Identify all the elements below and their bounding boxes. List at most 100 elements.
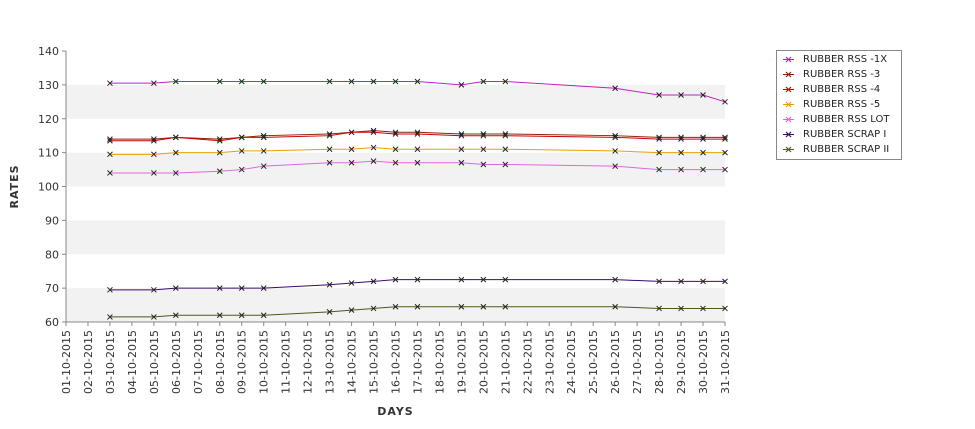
data-point	[348, 159, 355, 166]
y-tick-label: 130	[38, 79, 59, 92]
data-point	[458, 132, 465, 139]
y-tick-label: 90	[45, 214, 59, 227]
data-point	[348, 146, 355, 153]
x-tick-label: 17-10-2015	[411, 330, 424, 394]
data-point	[370, 305, 377, 312]
data-point	[480, 161, 487, 168]
data-point	[260, 163, 267, 170]
x-tick-label: 16-10-2015	[390, 330, 403, 394]
data-point	[612, 303, 619, 310]
series-rubber-scrap-ii	[107, 303, 728, 320]
data-point	[480, 146, 487, 153]
data-point	[151, 80, 157, 87]
data-point	[722, 166, 728, 173]
data-point	[107, 80, 113, 87]
data-point	[414, 146, 421, 153]
data-point	[656, 305, 662, 312]
legend-label: RUBBER SCRAP II	[803, 144, 890, 155]
legend-item: RUBBER RSS -5	[777, 97, 901, 112]
series-rubber-scrap-i	[107, 276, 728, 293]
data-point	[612, 148, 619, 154]
data-point	[260, 285, 267, 291]
data-point	[502, 146, 509, 153]
data-point	[722, 149, 728, 156]
legend-item: RUBBER RSS -3	[777, 67, 901, 82]
data-point	[414, 159, 421, 166]
data-point	[392, 276, 399, 283]
data-point	[107, 137, 113, 144]
data-point	[172, 78, 179, 85]
data-point	[612, 134, 619, 141]
x-tick-label: 30-10-2015	[697, 330, 710, 394]
legend-label: RUBBER RSS -1X	[803, 54, 888, 65]
data-point	[722, 305, 728, 312]
legend-swatch-icon	[783, 56, 794, 63]
data-point	[612, 163, 619, 170]
data-point	[172, 285, 179, 291]
data-point	[107, 151, 113, 158]
data-point	[392, 146, 399, 153]
data-point	[678, 305, 684, 312]
y-tick-label: 140	[38, 45, 59, 58]
data-point	[700, 166, 706, 173]
data-point	[414, 131, 421, 137]
data-point	[656, 136, 662, 142]
data-point	[392, 159, 399, 166]
x-tick-label: 27-10-2015	[631, 330, 644, 394]
data-point	[216, 285, 223, 291]
data-point	[700, 136, 706, 142]
x-tick-label: 08-10-2015	[214, 330, 227, 394]
legend-item: RUBBER RSS -1X	[777, 52, 901, 67]
data-point	[678, 166, 684, 173]
data-point	[370, 78, 377, 85]
legend-swatch-icon	[783, 146, 794, 153]
x-tick-label: 28-10-2015	[653, 330, 666, 394]
legend-label: RUBBER RSS -4	[803, 84, 881, 95]
data-point	[678, 136, 684, 142]
grid-band	[66, 51, 725, 85]
data-point	[414, 78, 421, 85]
grid-bands	[66, 51, 725, 322]
data-point	[348, 280, 355, 286]
x-tick-label: 03-10-2015	[104, 330, 117, 394]
data-point	[656, 278, 662, 285]
data-point	[260, 312, 267, 319]
data-point	[370, 278, 377, 285]
data-point	[172, 312, 179, 319]
data-point	[502, 78, 509, 85]
data-point	[260, 148, 267, 154]
x-tick-label: 20-10-2015	[477, 330, 490, 394]
data-point	[700, 305, 706, 312]
data-point	[238, 134, 245, 141]
y-tick-label: 100	[38, 181, 59, 194]
data-point	[656, 166, 662, 173]
data-point	[458, 146, 465, 153]
data-point	[480, 78, 487, 85]
y-tick-label: 120	[38, 113, 59, 126]
data-point	[151, 137, 157, 144]
grid-band	[66, 288, 725, 322]
legend-swatch-icon	[783, 71, 794, 78]
data-point	[480, 276, 487, 283]
legend-swatch-icon	[783, 131, 794, 138]
x-tick-label: 31-10-2015	[719, 330, 732, 394]
data-point	[238, 312, 245, 319]
x-tick-label: 15-10-2015	[368, 330, 381, 394]
x-tick-label: 02-10-2015	[82, 330, 95, 394]
data-point	[612, 276, 619, 283]
data-point	[260, 78, 267, 85]
x-tick-label: 29-10-2015	[675, 330, 688, 394]
legend-swatch-icon	[783, 116, 794, 123]
series-rubber-rss-lot	[107, 158, 728, 176]
legend-item: RUBBER SCRAP I	[777, 127, 901, 142]
data-point	[678, 149, 684, 156]
data-point	[414, 276, 421, 283]
legend-item: RUBBER RSS -4	[777, 82, 901, 97]
data-point	[238, 78, 245, 85]
data-point	[216, 312, 223, 319]
data-point	[480, 132, 487, 139]
data-point	[326, 281, 333, 288]
x-tick-label: 14-10-2015	[346, 330, 359, 394]
data-point	[722, 98, 728, 105]
x-tick-label: 11-10-2015	[280, 330, 293, 394]
